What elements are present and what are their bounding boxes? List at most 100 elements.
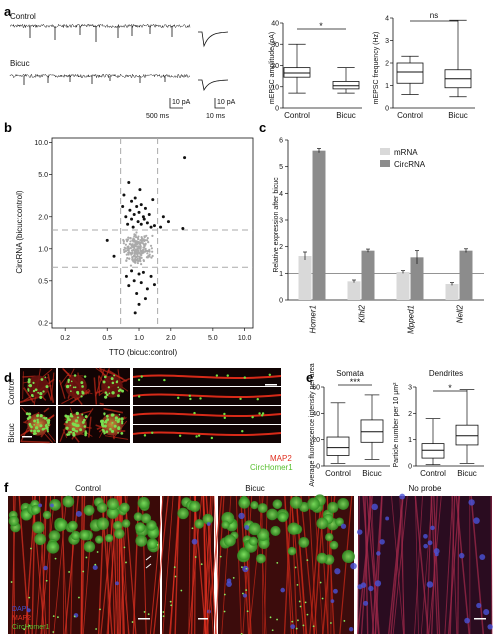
cell-tile-2-circ-puncta — [67, 380, 70, 384]
cell-tile-4-circ-puncta — [45, 417, 48, 420]
scatter-point-ns — [150, 247, 153, 250]
scatter-point-ns — [147, 241, 150, 244]
scatter-point-sig — [130, 199, 134, 203]
field-no-probe-map2-fiber — [401, 495, 405, 635]
scatter-point-ns — [138, 258, 142, 262]
scatter-xtick-label: 5.0 — [208, 335, 218, 342]
field-bicuc-dapi-nucleus — [334, 568, 341, 575]
cell-tile-6-circ-puncta — [113, 424, 117, 428]
field-bicuc-map2-fiber — [291, 495, 298, 635]
scatter-point-sig — [151, 198, 155, 202]
cell-tile-6-circ-puncta — [115, 419, 117, 422]
cell-tile-1-map2-fiber — [23, 387, 35, 404]
field-bicuc-circ-puncta — [298, 600, 301, 603]
dendrite-strip-2-circ-puncta — [188, 394, 191, 398]
scatter-point-ns — [131, 249, 134, 252]
field-control-map2-fiber — [38, 495, 47, 635]
scatter-point-ns — [142, 243, 146, 246]
dendrite-plot-tick-label: 3 — [408, 385, 412, 392]
scatter-point-ns — [134, 242, 137, 245]
panel-f-micrographs — [8, 493, 493, 635]
field-control-circ-puncta — [52, 631, 55, 633]
field-no-probe-map2-fiber — [455, 495, 470, 635]
field-control-dapi-nucleus — [43, 565, 48, 571]
field-bicuc-dapi-nucleus — [330, 599, 335, 604]
dendrite-strip-2-circ-puncta — [189, 397, 192, 401]
bar-ytick-label: 5 — [279, 164, 283, 171]
freq-boxes-axes — [392, 18, 475, 109]
scatter-point-sig — [161, 215, 165, 219]
field-control-circ-puncta — [54, 557, 57, 560]
amplitude-yticks: 0 10 20 30 40 — [271, 21, 283, 113]
cell-tile-3-circ-puncta — [115, 380, 119, 384]
cell-tile-4-circ-puncta — [27, 412, 32, 416]
scatter-point-ns — [122, 242, 125, 245]
field-control-map2-fiber — [81, 495, 86, 635]
field-control-map2-fiber — [48, 495, 51, 635]
cell-tile-6-circ-puncta — [105, 414, 109, 418]
cell-tile-4-map2-fiber — [43, 407, 50, 413]
cell-tile-5-map2-fiber — [88, 416, 92, 438]
cell-tile-3-circ-puncta — [118, 388, 122, 392]
scatter-point-ns — [144, 239, 147, 242]
field-control-circ-puncta — [96, 551, 99, 553]
arrowheads — [145, 555, 152, 569]
field-control-map2-fiber — [35, 495, 47, 635]
scatter-point-ns — [148, 250, 151, 253]
scatter-point-ns — [148, 255, 151, 258]
dendrite-strip-3-dendrite — [132, 412, 282, 417]
dendrite-strip-2-dendrite — [132, 393, 282, 398]
cell-tile-5-map2-fiber — [59, 424, 68, 442]
field-bicuc-circ-puncta — [223, 610, 226, 613]
amplitude-cat-control: Control — [284, 111, 310, 120]
field-control-circ-puncta — [10, 581, 13, 583]
cell-tile-6-circ-puncta — [103, 413, 106, 416]
field-control-circ-puncta — [143, 611, 146, 613]
field-control-circ-puncta — [95, 628, 98, 630]
somata-plot-tick-label: 0 — [316, 464, 320, 471]
frequency-boxes — [392, 18, 475, 109]
somata-cat-control: Control — [325, 469, 351, 478]
bar-ytick-label: 1 — [279, 271, 283, 278]
cell-tile-5-circ-puncta — [83, 425, 87, 428]
field-no-probe-dapi-nucleus — [473, 517, 480, 524]
bar-ytick-label: 2 — [279, 244, 283, 251]
field-bicuc-neuron — [272, 499, 283, 509]
scatter-point-sig — [149, 274, 153, 278]
field-control-map2-fiber — [114, 495, 118, 635]
field-bicuc-neuron — [327, 501, 339, 514]
field-no-probe-map2-fiber — [470, 495, 485, 635]
field-bicuc-dapi-nucleus — [333, 588, 338, 594]
panel-f-title-control: Control — [75, 484, 101, 493]
cell-tile-6-circ-puncta — [102, 429, 105, 432]
cell-tile-5-circ-puncta — [76, 412, 79, 415]
field-control-neuron — [146, 520, 157, 531]
field-bicuc-circ-puncta — [276, 618, 278, 621]
field-bicuc-dapi-nucleus — [238, 512, 245, 520]
cell-tile-4-circ-puncta — [46, 421, 51, 425]
scatter-point-sig — [142, 217, 146, 221]
panel-d-stain-circ: CircHomer1 — [250, 463, 293, 472]
cell-tile-6-circ-puncta — [117, 432, 119, 434]
mepsc-traces — [9, 23, 229, 92]
cell-tile-1-map2-fiber — [22, 375, 36, 378]
cell-tile-6-circ-puncta — [101, 423, 104, 427]
bicuc-trace-noise — [9, 73, 191, 79]
cell-tile-5-circ-puncta — [74, 419, 79, 423]
scatter-xtick-label: 0.5 — [102, 335, 112, 342]
scatter-point-sig — [139, 203, 143, 207]
field-control-map2-fiber — [64, 495, 79, 635]
scatter-point-ns — [134, 234, 137, 237]
field-bicuc-dapi-nucleus — [280, 587, 286, 593]
field-control-neuron — [48, 530, 61, 542]
inset-scalebar-y-label: 10 pA — [217, 99, 236, 106]
field-control-neuron — [79, 529, 90, 541]
field-control-neuron — [133, 512, 143, 522]
cell-tile-6-circ-puncta — [117, 426, 121, 429]
cell-tile-3-circ-puncta — [102, 380, 106, 384]
cell-tile-5-circ-puncta — [66, 415, 70, 420]
scatter-point-sig — [136, 220, 140, 224]
field-control-neuron — [42, 510, 52, 520]
cell-tile-4-circ-puncta — [25, 412, 29, 416]
scatter-point-sig — [121, 204, 125, 208]
